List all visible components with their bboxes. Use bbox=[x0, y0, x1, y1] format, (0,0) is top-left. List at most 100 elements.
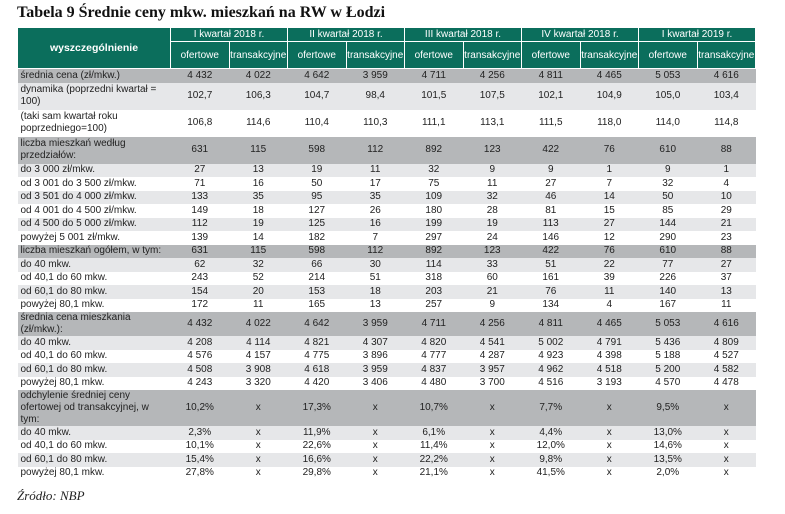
table-cell: 14,6% bbox=[638, 439, 698, 453]
column-header-offer: ofertowe bbox=[170, 41, 230, 69]
table-cell: 4 287 bbox=[463, 349, 522, 363]
row-label: do 40 mkw. bbox=[17, 336, 171, 350]
table-cell: 60 bbox=[463, 271, 522, 285]
table-row: liczba mieszkań ogółem, w tym: 631 115 598 1… bbox=[17, 244, 756, 258]
table-cell: 10,7% bbox=[404, 390, 463, 426]
table-cell: 105,0 bbox=[638, 82, 698, 110]
table-cell: 154 bbox=[170, 285, 229, 299]
table-cell: 16,6% bbox=[287, 453, 346, 467]
table-cell: 631 bbox=[170, 244, 229, 258]
table-cell: 13,5% bbox=[638, 453, 698, 467]
row-label: średnia cena mieszkania (zł/mkw.): bbox=[17, 312, 171, 336]
table-cell: 27 bbox=[580, 217, 639, 231]
table-cell: 27,8% bbox=[170, 466, 229, 480]
table-cell: 13 bbox=[346, 298, 405, 312]
column-header-offer: ofertowe bbox=[638, 41, 698, 69]
table-cell: 75 bbox=[404, 177, 463, 191]
table-cell: 4 527 bbox=[697, 349, 756, 363]
table-cell: x bbox=[463, 466, 522, 480]
row-label: średnia cena (zł/mkw.) bbox=[17, 68, 171, 83]
table-cell: 102,7 bbox=[170, 82, 229, 110]
table-cell: 21 bbox=[697, 217, 756, 231]
column-header-transaction: transakcyjne bbox=[579, 41, 640, 69]
table-cell: 2,0% bbox=[638, 466, 698, 480]
table-cell: 4 465 bbox=[580, 68, 639, 83]
table-cell: 26 bbox=[346, 204, 405, 218]
table-cell: 4 432 bbox=[170, 312, 229, 336]
table-cell: 4 398 bbox=[580, 349, 639, 363]
table-cell: 4 307 bbox=[346, 336, 405, 350]
column-header-transaction: transakcyjne bbox=[696, 41, 757, 69]
table-cell: 21,1% bbox=[404, 466, 463, 480]
table-cell: 115 bbox=[229, 136, 288, 164]
table-cell: 4 478 bbox=[697, 376, 756, 390]
table-row: od 60,1 do 80 mkw. 15,4% x 16,6% x 22,2% x 9,8%… bbox=[17, 453, 756, 467]
table-cell: x bbox=[697, 390, 756, 426]
table-cell: 203 bbox=[404, 285, 463, 299]
table-cell: 30 bbox=[346, 258, 405, 272]
table-cell: 110,3 bbox=[346, 109, 405, 137]
table-cell: 111,1 bbox=[404, 109, 463, 137]
table-cell: 7 bbox=[346, 231, 405, 245]
table-cell: 19 bbox=[229, 217, 288, 231]
table-cell: 41,5% bbox=[521, 466, 580, 480]
row-label: od 60,1 do 80 mkw. bbox=[17, 285, 171, 299]
table-cell: 35 bbox=[346, 190, 405, 204]
table-cell: 51 bbox=[521, 258, 580, 272]
table-cell: 76 bbox=[580, 136, 639, 164]
table-cell: 114,8 bbox=[697, 109, 756, 137]
table-cell: 610 bbox=[638, 136, 698, 164]
table-cell: 5 200 bbox=[638, 363, 698, 377]
table-cell: 10 bbox=[697, 190, 756, 204]
table-cell: 88 bbox=[697, 244, 756, 258]
table-cell: 4 837 bbox=[404, 363, 463, 377]
column-header-offer: ofertowe bbox=[404, 41, 464, 69]
table-cell: 5 188 bbox=[638, 349, 698, 363]
table-cell: x bbox=[580, 439, 639, 453]
table-cell: 167 bbox=[638, 298, 698, 312]
table-cell: 4 480 bbox=[404, 376, 463, 390]
table-row: od 60,1 do 80 mkw. 154 20 153 18 203 21 76 11 140… bbox=[17, 285, 756, 299]
table-cell: 125 bbox=[287, 217, 346, 231]
table-cell: 134 bbox=[521, 298, 580, 312]
table-cell: 6,1% bbox=[404, 426, 463, 440]
table-cell: 102,1 bbox=[521, 82, 580, 110]
table-cell: 3 957 bbox=[463, 363, 522, 377]
table-cell: 32 bbox=[229, 258, 288, 272]
row-label: do 40 mkw. bbox=[17, 426, 171, 440]
table-cell: 161 bbox=[521, 271, 580, 285]
table-cell: 15,4% bbox=[170, 453, 229, 467]
table-cell: 5 002 bbox=[521, 336, 580, 350]
table-cell: 257 bbox=[404, 298, 463, 312]
table-cell: 4 642 bbox=[287, 312, 346, 336]
table-cell: 598 bbox=[287, 136, 346, 164]
table-cell: 123 bbox=[463, 244, 522, 258]
table-cell: 113 bbox=[521, 217, 580, 231]
table-cell: 104,9 bbox=[580, 82, 639, 110]
table-cell: 4 811 bbox=[521, 68, 580, 83]
table-row: dynamika (poprzedni kwartał = 100) 102,7 1… bbox=[17, 82, 756, 110]
row-label: od 60,1 do 80 mkw. bbox=[17, 363, 171, 377]
table-cell: 226 bbox=[638, 271, 698, 285]
table-cell: 106,8 bbox=[170, 109, 229, 137]
table-cell: 32 bbox=[638, 177, 698, 191]
table-cell: 114 bbox=[404, 258, 463, 272]
table-cell: x bbox=[580, 466, 639, 480]
table-cell: 199 bbox=[404, 217, 463, 231]
table-cell: 118,0 bbox=[580, 109, 639, 137]
table-cell: 4 114 bbox=[229, 336, 288, 350]
table-cell: 4 243 bbox=[170, 376, 229, 390]
row-label: od 4 500 do 5 000 zł/mkw. bbox=[17, 217, 171, 231]
table-cell: 71 bbox=[170, 177, 229, 191]
table-cell: 3 700 bbox=[463, 376, 522, 390]
table-cell: 9,8% bbox=[521, 453, 580, 467]
row-label: powyżej 80,1 mkw. bbox=[17, 298, 171, 312]
table-cell: x bbox=[346, 426, 405, 440]
table-cell: x bbox=[346, 439, 405, 453]
table-cell: 27 bbox=[521, 177, 580, 191]
table-cell: 101,5 bbox=[404, 82, 463, 110]
table-cell: 3 959 bbox=[346, 363, 405, 377]
row-label: od 3 501 do 4 000 zł/mkw. bbox=[17, 190, 171, 204]
table-cell: 14 bbox=[229, 231, 288, 245]
table-row: powyżej 80,1 mkw. 172 11 165 13 257 9 134 4 167 11 bbox=[17, 298, 756, 312]
